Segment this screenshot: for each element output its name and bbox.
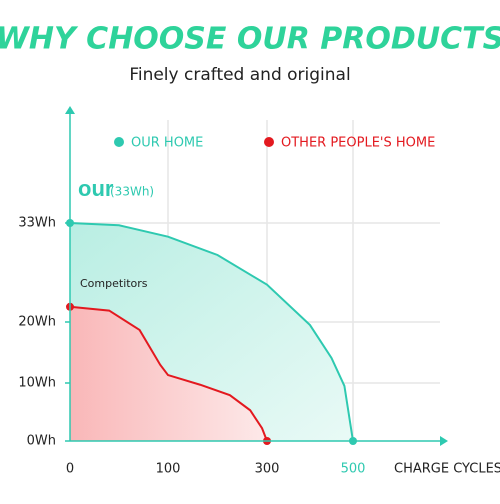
legend-label: OTHER PEOPLE'S HOME [281, 136, 435, 151]
x-tick-label: 0 [66, 462, 74, 477]
y-tick-label: 20Wh [18, 315, 56, 330]
area-fill [70, 306, 267, 441]
plot-area: 0 100 300 500 0Wh 10Wh 20Wh 33Wh OUR HOME OTHER P… [18, 106, 448, 477]
x-axis-label: CHARGE CYCLES [394, 462, 500, 477]
y-tick-label: 10Wh [18, 376, 56, 391]
chart-title: WHY CHOOSE OUR PRODUCTS [0, 22, 500, 57]
legend-label: OUR HOME [131, 136, 203, 151]
annotation: Competitors [80, 277, 148, 290]
axis-arrow [65, 106, 75, 114]
axis-arrow [440, 436, 448, 446]
legend-marker [114, 137, 124, 147]
x-tick-label: 300 [255, 462, 280, 477]
y-tick-label: 0Wh [27, 434, 56, 449]
series-line [69, 305, 268, 442]
legend-marker [264, 137, 274, 147]
series-line [69, 222, 354, 442]
chart-subtitle: Finely crafted and original [129, 65, 350, 85]
x-tick-label: 100 [156, 462, 181, 477]
annotation: (33Wh) [110, 185, 154, 199]
x-tick-label: 500 [341, 462, 366, 477]
y-tick-label: 33Wh [18, 216, 56, 231]
annotation: our [78, 176, 114, 201]
